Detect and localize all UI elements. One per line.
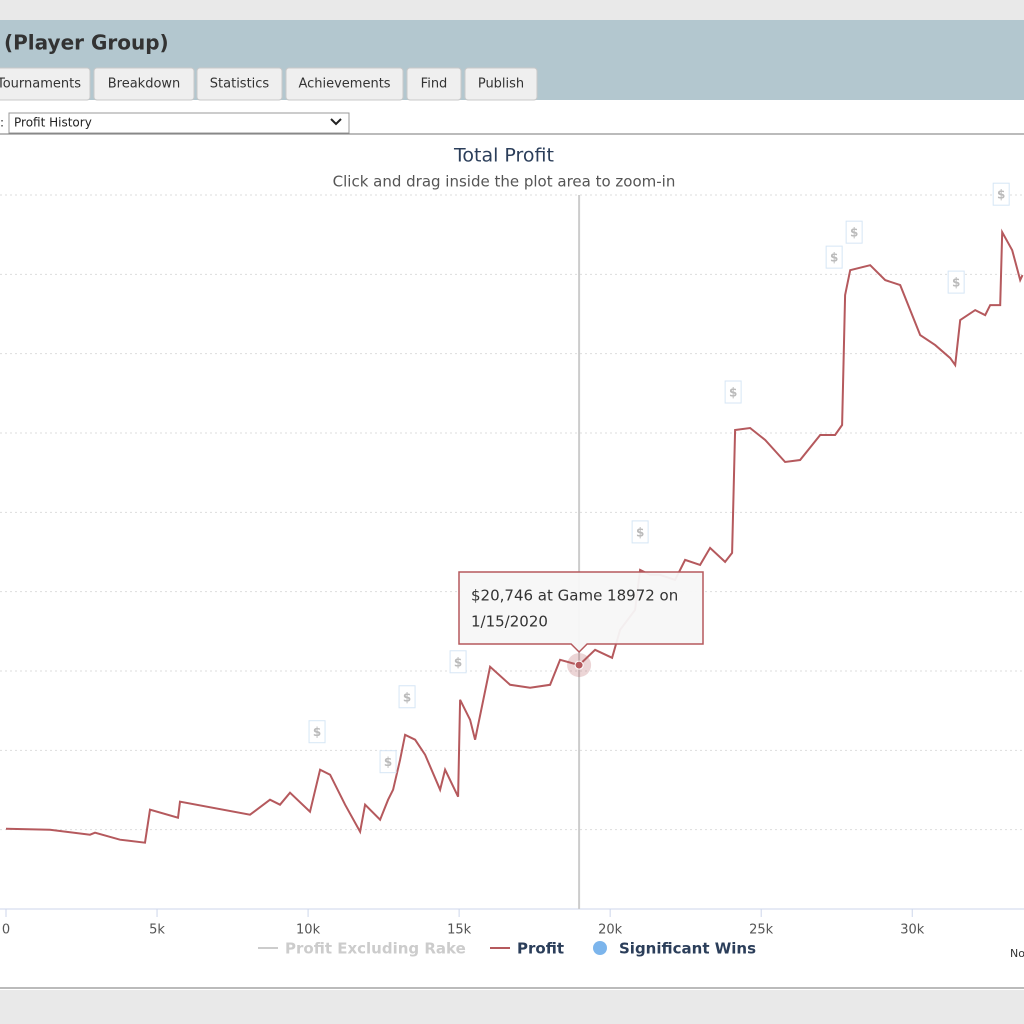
tab[interactable] [285,67,404,101]
profit-line [5,228,1024,844]
x-tick-label: 30k [900,923,925,938]
significant-win-marker [845,220,863,244]
significant-win-label: $ [997,188,1005,202]
significant-win-marker [992,182,1010,206]
significant-win-label: $ [952,276,960,290]
significant-win-marker [631,520,649,544]
significant-win-marker [947,270,965,294]
x-tick-label: 5k [149,923,165,938]
x-tick-label: 20k [598,923,623,938]
x-tick-label: 25k [749,923,774,938]
significant-win-label: $ [313,725,321,739]
significant-win-marker [825,245,843,269]
tooltip-text: 1/15/2020 [471,613,548,631]
tab-label[interactable]: Find [421,77,448,92]
tab-label[interactable]: Achievements [298,77,390,92]
significant-win-label: $ [850,226,858,240]
tab-label[interactable]: Tournaments [0,77,81,92]
report-label: : [0,116,4,130]
x-tick-label: 15k [447,923,472,938]
significant-win-label: $ [729,386,737,400]
tab-label[interactable]: Statistics [210,77,270,92]
legend-symbol[interactable] [593,941,607,955]
tab[interactable] [464,67,538,101]
tab[interactable] [0,67,91,101]
significant-win-label: $ [636,525,644,539]
report-select[interactable] [8,112,350,134]
report-selected[interactable]: Profit History [14,116,92,130]
plot[interactable]: 0 5k 10k 15k 20k 25k 30k $ $ $ $ $ $ $ $ $ $ $20,746 at G… [0,182,1024,958]
significant-win-label: $ [403,690,411,704]
tooltip-text: $20,746 at Game 18972 on [471,587,678,605]
significant-win-marker [724,380,742,404]
tab-bar: Tournaments Breakdown Statistics Achievemen… [0,67,538,101]
significant-win-marker [308,720,326,744]
tooltip-box [458,571,704,654]
significant-win-label: $ [454,655,462,669]
legend-label[interactable]: Profit [517,940,564,958]
content-panel [0,100,1024,990]
select-arrow [330,118,342,126]
tab[interactable] [93,67,195,101]
significant-win-marker [379,750,397,774]
x-tick-label: 10k [296,923,321,938]
tab[interactable] [196,67,283,101]
significant-win-label: $ [384,755,392,769]
tab-label[interactable]: Publish [478,77,524,92]
tab-label[interactable]: Breakdown [108,77,181,92]
chart-frame [0,133,1024,989]
chart-title: Total Profit [453,145,554,167]
x-tick-label: 0 [2,923,10,938]
tab[interactable] [406,67,462,101]
legend-label[interactable]: Profit Excluding Rake [285,940,466,958]
hover-point [574,660,584,670]
significant-win-label: $ [830,251,838,265]
chart-subtitle: Click and drag inside the plot area to z… [333,173,676,191]
legend-label[interactable]: Significant Wins [619,940,756,958]
significant-win-marker [449,650,467,674]
note: No [1010,947,1024,960]
significant-win-marker [398,685,416,709]
page-title: (Player Group) [4,31,169,55]
